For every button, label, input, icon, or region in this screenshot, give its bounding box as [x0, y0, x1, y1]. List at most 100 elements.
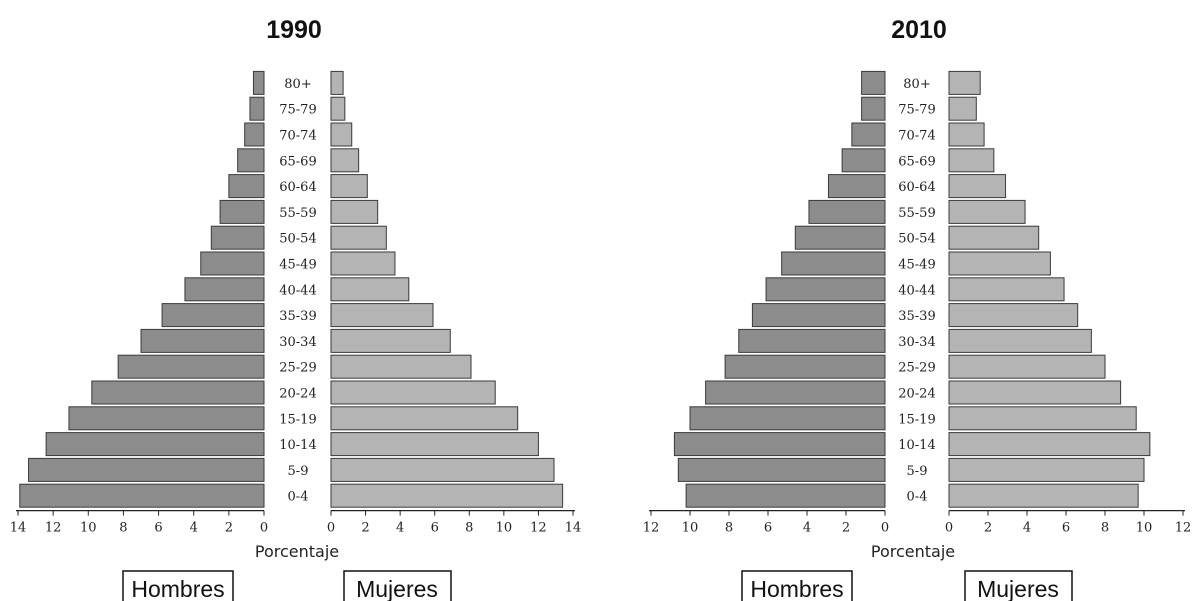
bar-hombres-15-19: [689, 406, 886, 431]
tick-label-left: 0: [881, 521, 889, 536]
age-label-75-79: 75-79: [898, 103, 935, 118]
age-label-40-44: 40-44: [279, 283, 316, 298]
tick-label-right: 0: [327, 521, 335, 536]
tick-label-left: 2: [225, 521, 233, 536]
bar-mujeres-75-79: [330, 96, 346, 121]
bar-mujeres-65-69: [948, 148, 995, 173]
tick-label-left: 14: [10, 521, 27, 536]
bar-hombres-60-64: [228, 174, 265, 199]
bar-mujeres-60-64: [330, 174, 368, 199]
bar-hombres-50-54: [794, 225, 886, 250]
tick-label-left: 4: [190, 521, 198, 536]
legend-label-hombres-2010: Hombres: [750, 576, 843, 601]
age-label-25-29: 25-29: [898, 361, 935, 376]
age-label-0-4: 0-4: [907, 490, 928, 505]
tick-label-left: 12: [45, 521, 62, 536]
tick-label-right: 14: [565, 521, 582, 536]
bar-hombres-55-59: [808, 199, 886, 224]
tick-label-left: 6: [764, 521, 772, 536]
bar-mujeres-5-9: [330, 457, 555, 482]
tick-label-right: 2: [984, 521, 992, 536]
age-label-80+: 80+: [284, 77, 311, 92]
tick-label-right: 8: [1101, 521, 1109, 536]
tick-label-left: 0: [260, 521, 268, 536]
bar-hombres-20-24: [705, 380, 886, 405]
bar-mujeres-25-29: [330, 354, 472, 379]
bar-hombres-45-49: [781, 251, 886, 276]
bar-mujeres-80+: [948, 70, 981, 95]
age-label-65-69: 65-69: [898, 154, 935, 169]
age-label-60-64: 60-64: [898, 180, 935, 195]
bar-hombres-10-14: [45, 432, 265, 457]
x-axis-label-1990: Porcentaje: [255, 542, 339, 561]
bar-mujeres-20-24: [948, 380, 1122, 405]
age-label-80+: 80+: [903, 77, 930, 92]
tick-label-right: 12: [530, 521, 547, 536]
bar-mujeres-70-74: [948, 122, 985, 147]
bar-mujeres-20-24: [330, 380, 496, 405]
legend-label-mujeres-1990: Mujeres: [356, 576, 438, 601]
bar-hombres-75-79: [249, 96, 265, 121]
bar-mujeres-60-64: [948, 174, 1007, 199]
bar-hombres-0-4: [19, 483, 265, 508]
legend-box-hombres-1990: [122, 570, 234, 601]
tick-label-right: 4: [396, 521, 404, 536]
legend-label-mujeres-2010: Mujeres: [977, 576, 1059, 601]
bar-hombres-35-39: [161, 303, 265, 328]
bar-mujeres-50-54: [948, 225, 1040, 250]
bar-mujeres-65-69: [330, 148, 360, 173]
age-label-50-54: 50-54: [898, 232, 935, 247]
bar-mujeres-80+: [330, 70, 344, 95]
bar-hombres-5-9: [677, 457, 886, 482]
tick-label-right: 10: [496, 521, 513, 536]
bar-hombres-20-24: [91, 380, 265, 405]
tick-label-right: 4: [1023, 521, 1031, 536]
bar-hombres-70-74: [851, 122, 886, 147]
tick-label-right: 0: [945, 521, 953, 536]
bar-hombres-40-44: [184, 277, 265, 302]
age-label-30-34: 30-34: [898, 335, 935, 350]
bar-mujeres-30-34: [330, 328, 451, 353]
bar-mujeres-40-44: [330, 277, 410, 302]
bar-mujeres-40-44: [948, 277, 1065, 302]
bar-mujeres-10-14: [330, 432, 539, 457]
tick-label-left: 8: [119, 521, 127, 536]
legend-2010: Hombres Mujeres: [741, 570, 1073, 601]
legend-1990: Hombres Mujeres: [122, 570, 452, 601]
tick-label-right: 6: [431, 521, 439, 536]
age-label-5-9: 5-9: [288, 464, 309, 479]
tick-label-left: 4: [803, 521, 811, 536]
tick-label-right: 10: [1136, 521, 1153, 536]
chart-title-1990: 1990: [266, 16, 322, 44]
age-label-55-59: 55-59: [898, 206, 935, 221]
tick-label-right: 6: [1062, 521, 1070, 536]
chart-title-2010: 2010: [891, 16, 947, 44]
pyramid-2010: 2010 Porcentaje Hombres Mujeres 0-45-910…: [643, 16, 1192, 601]
bar-hombres-10-14: [673, 432, 886, 457]
age-label-40-44: 40-44: [898, 283, 935, 298]
tick-label-left: 10: [682, 521, 699, 536]
age-label-5-9: 5-9: [907, 464, 928, 479]
age-label-20-24: 20-24: [279, 387, 316, 402]
bar-mujeres-30-34: [948, 328, 1092, 353]
bar-mujeres-35-39: [330, 303, 434, 328]
tick-label-right: 12: [1175, 521, 1192, 536]
tick-label-left: 6: [154, 521, 162, 536]
age-label-0-4: 0-4: [288, 490, 309, 505]
bar-mujeres-45-49: [948, 251, 1051, 276]
bar-hombres-80+: [861, 70, 886, 95]
bar-hombres-25-29: [117, 354, 265, 379]
tick-label-right: 8: [465, 521, 473, 536]
bar-hombres-25-29: [724, 354, 886, 379]
tick-label-left: 2: [842, 521, 850, 536]
age-label-35-39: 35-39: [898, 309, 935, 324]
bar-mujeres-15-19: [948, 406, 1137, 431]
legend-box-hombres-2010: [741, 570, 853, 601]
bar-hombres-30-34: [738, 328, 886, 353]
bar-mujeres-0-4: [948, 483, 1139, 508]
bar-hombres-35-39: [751, 303, 886, 328]
bar-mujeres-50-54: [330, 225, 387, 250]
bar-mujeres-35-39: [948, 303, 1079, 328]
bar-hombres-65-69: [841, 148, 886, 173]
